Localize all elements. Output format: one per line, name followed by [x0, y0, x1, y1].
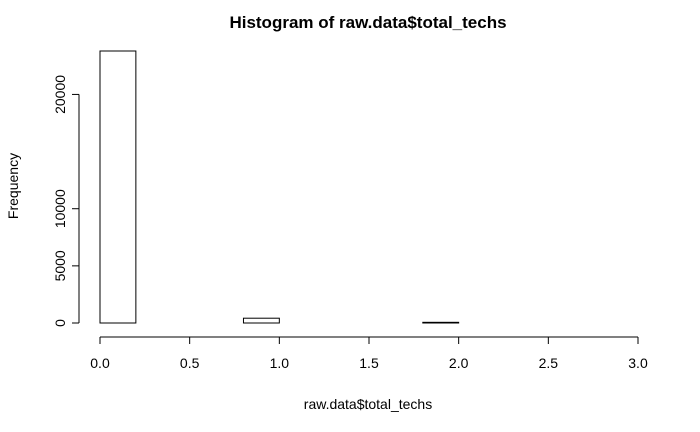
y-axis-label: Frequency: [5, 153, 21, 219]
histogram-bar: [242, 317, 280, 324]
x-tick-label: 0.0: [90, 355, 110, 371]
x-tick-label: 1.5: [359, 355, 379, 371]
x-axis-label: raw.data$total_techs: [304, 396, 432, 412]
y-axis: 0 5000 10000 20000: [52, 75, 80, 327]
x-tick-label: 2.0: [449, 355, 469, 371]
x-tick-label: 0.5: [180, 355, 200, 371]
x-tick-label: 2.5: [539, 355, 559, 371]
y-tick-label: 20000: [52, 75, 68, 114]
x-axis: 0.0 0.5 1.0 1.5 2.0 2.5 3.0: [90, 336, 648, 371]
y-tick-label: 0: [52, 319, 68, 327]
bars-group: [99, 50, 460, 324]
histogram-bar: [99, 50, 137, 324]
x-tick-label: 3.0: [628, 355, 648, 371]
chart-title: Histogram of raw.data$total_techs: [229, 13, 506, 32]
x-tick-label: 1.0: [270, 355, 290, 371]
y-tick-label: 5000: [52, 250, 68, 281]
y-tick-label: 10000: [52, 189, 68, 228]
histogram-bar: [422, 321, 460, 324]
